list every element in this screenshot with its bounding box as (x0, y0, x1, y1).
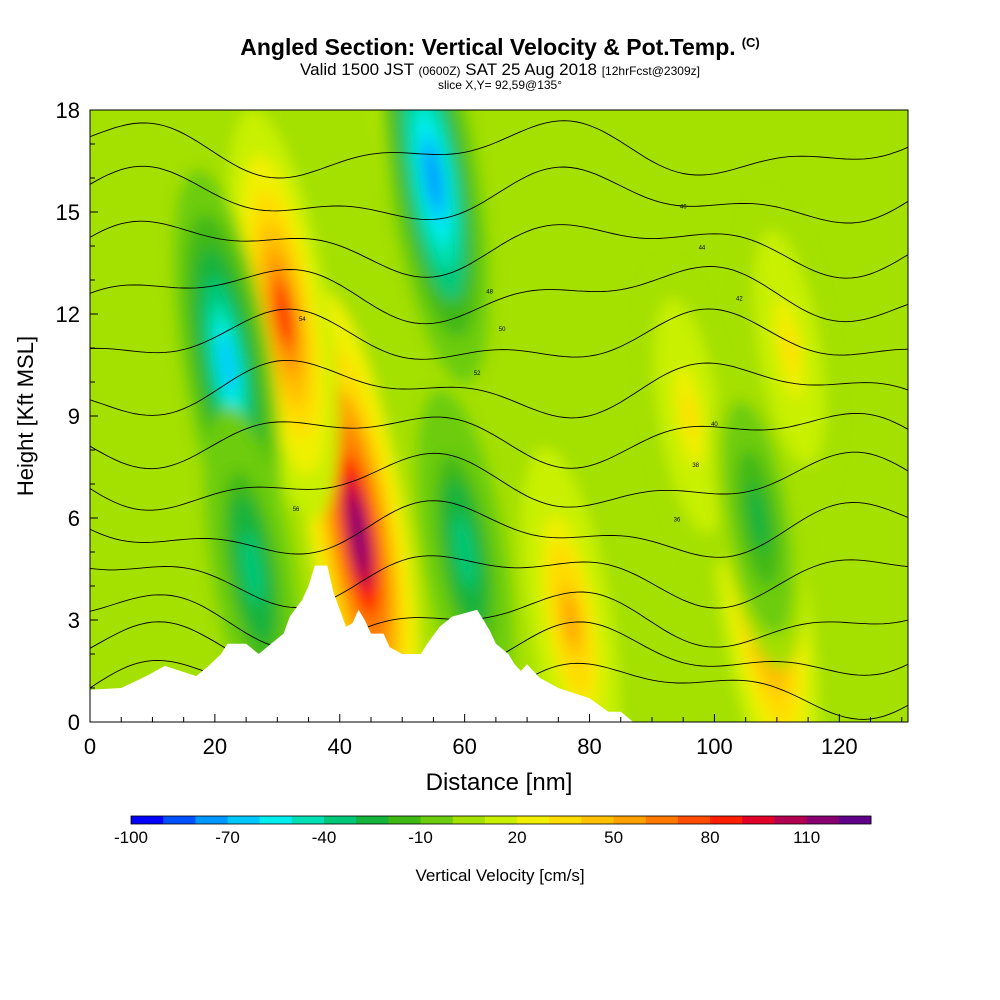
colorbar-swatch (549, 816, 582, 824)
isentrope-line (90, 412, 908, 470)
plot-area: 56 54 52 50 48 46 44 42 40 38 36 (90, 110, 908, 722)
colorbar-tick-label: -40 (312, 828, 337, 847)
colorbar-swatch (291, 816, 325, 824)
colorbar-tick-label: 50 (604, 828, 623, 847)
x-tick-label: 20 (203, 734, 227, 759)
contour-label: 38 (692, 463, 699, 469)
contour-label: 48 (486, 290, 493, 296)
isentrope-line (90, 500, 908, 558)
contour-label: 52 (474, 371, 481, 377)
velocity-cell (751, 495, 766, 541)
y-tick-label: 6 (68, 506, 80, 531)
colorbar: -100 -70 -40 -10 20 50 80 110 (114, 815, 872, 847)
x-tick-label: 0 (84, 734, 96, 759)
colorbar-swatch (645, 816, 679, 824)
y-axis-label: Height [Kft MSL] (13, 336, 38, 496)
colorbar-swatch (710, 816, 743, 824)
contour-label: 50 (499, 327, 506, 333)
colorbar-swatch (806, 816, 840, 824)
colorbar-tick-label: -10 (408, 828, 433, 847)
x-tick-label: 60 (452, 734, 476, 759)
isentrope-line (90, 555, 908, 609)
velocity-cell (457, 527, 472, 577)
velocity-cell (425, 147, 442, 209)
y-tick-label: 3 (68, 608, 80, 633)
x-tick-label: 100 (696, 734, 733, 759)
velocity-cell (245, 544, 260, 594)
chart-title: Angled Section: Vertical Velocity & Pot.… (240, 34, 760, 60)
velocity-cell (219, 335, 236, 395)
y-tick-label: 15 (56, 200, 80, 225)
colorbar-tick-label: 20 (508, 828, 527, 847)
x-tick-label: 40 (328, 734, 352, 759)
colorbar-swatch (259, 816, 293, 824)
isentrope-line (90, 591, 908, 650)
colorbar-swatch (163, 816, 196, 824)
isentrope-line (90, 120, 908, 179)
contour-label: 56 (293, 507, 300, 513)
colorbar-swatch (195, 816, 228, 824)
colorbar-swatch (420, 816, 454, 824)
contour-label: 36 (674, 517, 681, 523)
colorbar-swatch (227, 816, 261, 824)
colorbar-tick-label: -70 (215, 828, 240, 847)
x-tick-label: 80 (577, 734, 601, 759)
x-tick-label: 120 (821, 734, 858, 759)
chart-valid-line: Valid 1500 JST (0600Z) SAT 25 Aug 2018 [… (300, 60, 700, 79)
velocity-cell (782, 325, 797, 371)
isentrope-line (90, 266, 908, 325)
colorbar-swatch (742, 816, 775, 824)
colorbar-swatch (613, 816, 647, 824)
colorbar-swatch (452, 816, 486, 824)
velocity-bands (173, 110, 836, 722)
colorbar-tick-label: 80 (701, 828, 720, 847)
colorbar-tick-label: 110 (793, 828, 820, 847)
colorbar-swatch (774, 816, 808, 824)
velocity-cell (563, 594, 579, 646)
velocity-cell (275, 283, 292, 345)
colorbar-swatch (388, 816, 421, 824)
contour-label: 54 (299, 317, 306, 323)
contour-label: 40 (711, 422, 718, 428)
isentrope-line (90, 451, 908, 511)
contour-labels: 56 54 52 50 48 46 44 42 40 38 36 (293, 205, 744, 524)
contour-label: 46 (680, 205, 687, 211)
contour-label: 42 (736, 296, 743, 302)
colorbar-outline (130, 815, 872, 825)
velocity-cell (349, 497, 368, 573)
title-mark: (C) (741, 35, 760, 50)
colorbar-swatch (838, 816, 872, 824)
y-tick-label: 0 (68, 710, 80, 735)
y-tick-label: 9 (68, 404, 80, 429)
isentrope-line (90, 220, 908, 279)
colorbar-swatch (517, 816, 550, 824)
colorbar-label: Vertical Velocity [cm/s] (415, 866, 584, 885)
contour-label: 44 (699, 245, 706, 251)
colorbar-swatch (581, 816, 615, 824)
isentrope-line (90, 165, 908, 224)
colorbar-tick-label: -100 (114, 828, 148, 847)
colorbar-swatch (131, 816, 164, 824)
isentrope-line (90, 308, 908, 360)
terrain (90, 565, 634, 722)
y-tick-label: 12 (56, 302, 80, 327)
x-axis-label: Distance [nm] (426, 769, 573, 796)
y-tick-label: 18 (56, 98, 80, 123)
isentrope-line (90, 359, 908, 419)
colorbar-swatch (324, 816, 357, 824)
colorbar-swatch (356, 816, 389, 824)
chart-slice-line: slice X,Y= 92,59@135° (437, 78, 563, 92)
colorbar-swatch (677, 816, 711, 824)
colorbar-swatch (484, 816, 518, 824)
